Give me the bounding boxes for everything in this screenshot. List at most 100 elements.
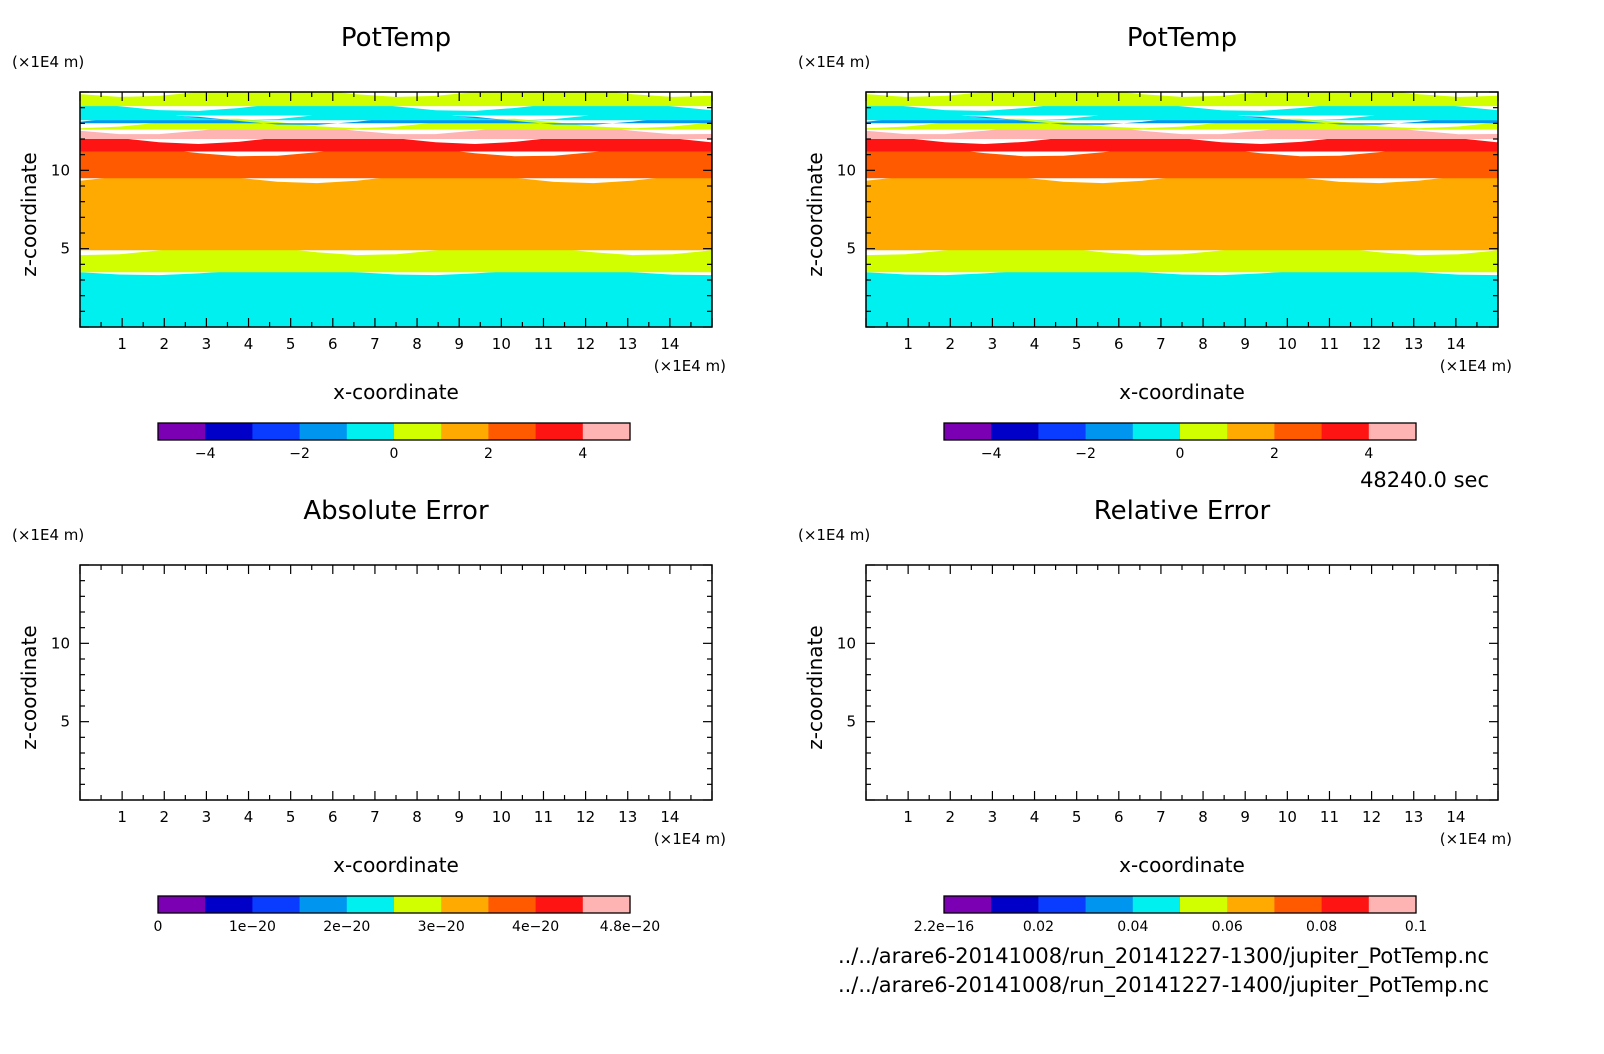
x-tick-label: 9: [1240, 335, 1250, 353]
colorbar: 0 1e−20 2e−20 3e−20 4e−20 4.8e−20: [154, 895, 660, 935]
contour-band-4: [866, 146, 1498, 179]
plot-area: [80, 565, 712, 800]
colorbar-tick-label: 1e−20: [229, 919, 276, 935]
x-tick-label: 14: [660, 335, 679, 353]
contour-band-9: [80, 110, 712, 121]
colorbar-tick-label: 0.06: [1212, 919, 1243, 935]
chart-panel-4: Relative Error(×1E4 m)1 2 3 4 5 6 7 8 9 10 11 12 13 1…: [798, 496, 1512, 935]
x-tick-label: 5: [286, 335, 296, 353]
x-tick-label: 1: [903, 808, 913, 826]
colorbar-swatch: [299, 423, 348, 440]
time-label: 48240.0 sec: [1360, 468, 1489, 492]
colorbar-tick-label: −2: [289, 446, 310, 462]
colorbar-tick-label: 0: [1176, 446, 1185, 462]
y-axis-label: z-coordinate: [803, 625, 827, 749]
colorbar-swatch: [1368, 423, 1417, 440]
colorbar-swatch: [299, 896, 348, 913]
x-tick-label: 4: [1030, 808, 1040, 826]
colorbar-swatch: [535, 423, 584, 440]
x-tick-label: 11: [1320, 808, 1339, 826]
x-tick-label: 12: [576, 335, 595, 353]
contour-band-11: [80, 92, 712, 107]
x-tick-label: 12: [1362, 335, 1381, 353]
x-tick-label: 6: [328, 335, 338, 353]
colorbar-tick-label: 4: [578, 446, 587, 462]
y-axis-label: z-coordinate: [17, 152, 41, 276]
y-unit-label: (×1E4 m): [12, 526, 84, 544]
x-tick-label: 4: [1030, 335, 1040, 353]
colorbar-swatch: [252, 423, 301, 440]
colorbar-frame: [943, 895, 1417, 914]
colorbar-swatch: [252, 896, 301, 913]
y-unit-label: (×1E4 m): [12, 53, 84, 71]
colorbar-tick-label: 0.08: [1306, 919, 1337, 935]
colorbar-swatch: [1132, 423, 1181, 440]
x-tick-label: 14: [660, 808, 679, 826]
colorbar-swatch: [535, 896, 584, 913]
colorbar: −4 −2 0 2 4: [943, 422, 1417, 462]
colorbar-swatch: [394, 896, 442, 913]
colorbar-swatch: [582, 896, 631, 913]
chart-title: PotTemp: [341, 23, 451, 53]
x-tick-label: 6: [1114, 335, 1124, 353]
x-tick-label: 9: [454, 335, 464, 353]
colorbar-swatch: [1180, 423, 1228, 440]
x-tick-label: 8: [412, 335, 422, 353]
colorbar-swatch: [346, 896, 395, 913]
colorbar-swatch: [1321, 896, 1370, 913]
colorbar-swatch: [158, 423, 206, 440]
file-path: ../../arare6-20141008/run_20141227-1300/…: [838, 944, 1489, 969]
x-tick-label: 2: [159, 335, 169, 353]
y-axis-label: z-coordinate: [17, 625, 41, 749]
colorbar-tick-label: −4: [981, 446, 1002, 462]
colorbar-swatch: [205, 423, 253, 440]
chart-panel-1: PotTemp(×1E4 m)1 2 3 4 5 6 7 8 9 10 11 12 13 14510(×1…: [12, 23, 726, 462]
plot-area: [866, 565, 1498, 800]
colorbar-swatch: [1038, 896, 1087, 913]
contour-band-2: [866, 245, 1498, 273]
x-tick-label: 1: [903, 335, 913, 353]
x-tick-label: 7: [1156, 335, 1166, 353]
colorbar-tick-label: 2: [1270, 446, 1279, 462]
x-tick-label: 7: [370, 335, 380, 353]
chart-title: Absolute Error: [303, 496, 489, 526]
tick-marks: [79, 91, 713, 328]
x-tick-label: 5: [1072, 335, 1082, 353]
x-tick-label: 3: [202, 335, 212, 353]
tick-marks: [865, 564, 1499, 801]
colorbar-tick-label: −2: [1075, 446, 1096, 462]
x-tick-label: 9: [454, 808, 464, 826]
y-tick-label: 5: [60, 713, 70, 731]
y-tick-label: 5: [846, 240, 856, 258]
colorbar: 2.2e−16 0.02 0.04 0.06 0.08 0.1: [914, 895, 1427, 935]
x-tick-label: 14: [1446, 808, 1465, 826]
y-unit-label: (×1E4 m): [798, 526, 870, 544]
y-tick-label: 10: [837, 634, 856, 652]
colorbar-tick-label: 0.1: [1405, 919, 1427, 935]
contour-band-4: [80, 146, 712, 179]
x-axis-label: x-coordinate: [1119, 853, 1245, 877]
colorbar-tick-label: 0: [154, 919, 163, 935]
colorbar-swatch: [158, 896, 206, 913]
x-tick-label: 9: [1240, 808, 1250, 826]
colorbar-frame: [943, 422, 1417, 441]
x-tick-label: 10: [492, 335, 511, 353]
y-tick-label: 10: [837, 161, 856, 179]
contour-band-2: [80, 245, 712, 273]
x-tick-label: 14: [1446, 335, 1465, 353]
x-tick-label: 1: [117, 808, 127, 826]
chart-title: PotTemp: [1127, 23, 1237, 53]
colorbar-swatch: [991, 423, 1039, 440]
x-unit-label: (×1E4 m): [654, 357, 726, 375]
y-unit-label: (×1E4 m): [798, 53, 870, 71]
colorbar-tick-label: 2: [484, 446, 493, 462]
colorbar-swatch: [1274, 896, 1323, 913]
colorbar-swatch: [1321, 423, 1370, 440]
colorbar-swatch: [944, 896, 992, 913]
colorbar-tick-label: 0.02: [1023, 919, 1054, 935]
y-axis-label: z-coordinate: [803, 152, 827, 276]
x-tick-label: 4: [244, 335, 254, 353]
x-tick-label: 13: [618, 808, 637, 826]
x-tick-label: 13: [1404, 808, 1423, 826]
